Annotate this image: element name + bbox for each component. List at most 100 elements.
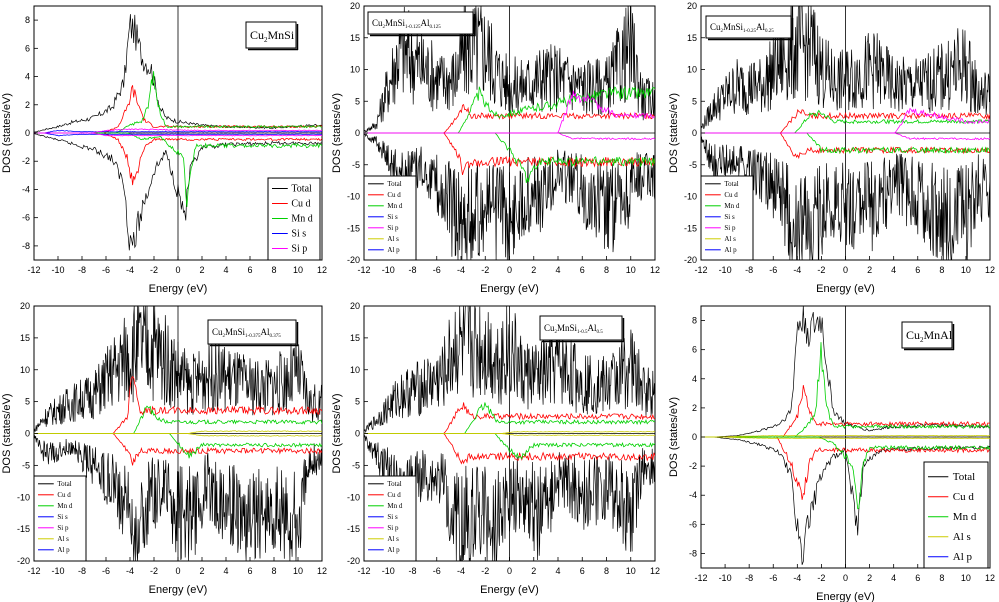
y-tick-label: 20 <box>350 301 360 311</box>
legend-label: Al s <box>387 235 399 243</box>
y-axis-label: DOS (states/eV) <box>668 397 680 477</box>
legend-label: Si p <box>387 524 399 532</box>
y-tick-label: -5 <box>22 460 30 470</box>
compound-title: Cu2MnSi1-0.375Al0.375 <box>212 327 281 339</box>
x-tick-label: -10 <box>382 566 395 576</box>
x-tick-label: 12 <box>985 573 995 583</box>
y-axis-label: DOS (states/eV) <box>1 393 13 473</box>
y-tick-label: 20 <box>687 1 697 11</box>
x-tick-label: 10 <box>293 265 303 275</box>
y-tick-label: 5 <box>692 96 697 106</box>
title-text: Cu <box>212 327 223 337</box>
y-tick-label: -20 <box>17 556 30 566</box>
compound-title-box <box>207 319 297 345</box>
x-tick-label: -8 <box>408 265 416 275</box>
x-tick-label: 10 <box>293 566 303 576</box>
compound-title-box <box>901 321 953 349</box>
x-tick-label: -6 <box>102 566 110 576</box>
series-line-al-s-spin-down <box>364 433 655 436</box>
series-line-total-spin-up <box>701 6 990 130</box>
legend-label: Al s <box>724 235 736 243</box>
title-text: MnSi <box>557 323 578 333</box>
compound-title-box <box>539 315 623 341</box>
y-tick-label: -20 <box>347 255 360 265</box>
x-tick-label: 2 <box>531 566 536 576</box>
title-text: MnSi <box>225 327 246 337</box>
legend-label: Al p <box>387 246 400 254</box>
x-tick-label: -6 <box>769 265 777 275</box>
y-tick-label: -8 <box>689 548 697 558</box>
x-tick-label: 10 <box>961 265 971 275</box>
y-tick-label: 20 <box>350 1 360 11</box>
x-tick-label: -8 <box>745 573 753 583</box>
legend-label: Cu d <box>387 491 401 499</box>
y-tick-label: -6 <box>22 213 30 223</box>
x-tick-label: 2 <box>867 265 872 275</box>
title-text: Cu <box>710 22 721 32</box>
y-tick-label: 0 <box>25 128 30 138</box>
y-tick-label: 0 <box>355 128 360 138</box>
legend-label: Cu d <box>724 191 738 199</box>
x-tick-label: 2 <box>867 573 872 583</box>
y-tick-label: 10 <box>20 365 30 375</box>
legend-label: Cu d <box>387 191 401 199</box>
x-tick-label: 12 <box>650 566 660 576</box>
series-line-total-spin-up <box>364 6 655 133</box>
y-tick-label: 0 <box>692 128 697 138</box>
legend-box <box>923 461 989 569</box>
curves <box>701 306 990 565</box>
x-tick-label: 6 <box>580 265 585 275</box>
x-tick-label: 10 <box>626 566 636 576</box>
x-tick-label: -4 <box>126 566 134 576</box>
series-line-total-spin-up <box>34 14 322 133</box>
x-tick-label: 6 <box>247 566 252 576</box>
x-tick-label: -10 <box>51 566 64 576</box>
y-tick-label: -15 <box>347 524 360 534</box>
x-tick-label: -4 <box>126 265 134 275</box>
x-tick-label: -2 <box>817 573 825 583</box>
legend-label: Si s <box>57 513 68 521</box>
x-tick-label: -4 <box>793 573 801 583</box>
x-tick-label: 2 <box>199 566 204 576</box>
x-tick-label: 0 <box>843 265 848 275</box>
x-tick-label: 4 <box>555 566 560 576</box>
series-line-total-spin-up <box>34 306 322 432</box>
x-tick-label: 12 <box>985 265 995 275</box>
series-line-total-spin-up <box>364 306 655 434</box>
x-tick-label: 0 <box>175 566 180 576</box>
legend-label: Al p <box>57 546 70 554</box>
legend-label: Total <box>724 180 738 188</box>
x-tick-label: 4 <box>223 566 228 576</box>
title-subscript: 0.375 <box>269 334 281 339</box>
legend-label: Cu d <box>57 491 71 499</box>
dos-panel-cu2mnal: -12 -10 -8 -6 -4 -2 0 2 4 6 8 10 12 -8 -6 -4 -2 0 2 4 6 8 Ener… <box>668 305 995 602</box>
x-tick-label: 8 <box>604 265 609 275</box>
legend-label: Total <box>57 480 71 488</box>
legend-label: Total <box>387 480 401 488</box>
x-tick-label: 0 <box>507 566 512 576</box>
x-tick-label: 6 <box>915 573 920 583</box>
x-tick-label: 8 <box>939 573 944 583</box>
x-tick-label: 6 <box>915 265 920 275</box>
curves <box>364 6 655 260</box>
legend-label: Mn d <box>953 511 977 523</box>
title-text: Cu <box>544 323 555 333</box>
legend-label: Al p <box>724 246 737 254</box>
x-tick-label: 12 <box>317 265 327 275</box>
x-tick-label: 0 <box>507 265 512 275</box>
y-tick-label: -10 <box>684 192 697 202</box>
x-tick-label: -4 <box>793 265 801 275</box>
legend-label: Si p <box>57 524 69 532</box>
y-tick-label: 4 <box>692 374 697 384</box>
x-axis-label: Energy (eV) <box>816 591 875 602</box>
legend-label: Cu d <box>291 199 310 210</box>
title-text: Cu <box>372 18 383 28</box>
title-subscript: 1-0.375 <box>245 334 261 339</box>
x-tick-label: 0 <box>175 265 180 275</box>
y-axis-label: DOS (states/eV) <box>331 393 343 473</box>
y-tick-label: -4 <box>22 184 30 194</box>
y-tick-label: 2 <box>692 403 697 413</box>
x-axis-label: Energy (eV) <box>480 584 539 596</box>
x-tick-label: 4 <box>891 573 896 583</box>
